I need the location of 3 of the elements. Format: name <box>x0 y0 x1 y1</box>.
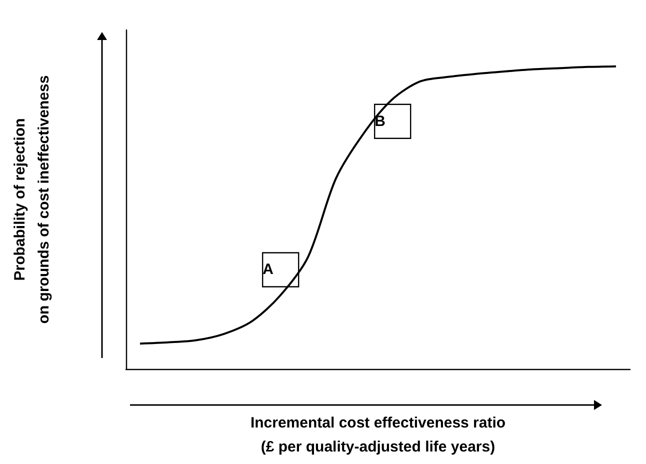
annotation: A <box>262 261 274 278</box>
x-axis-title: Incremental cost effectiveness ratio (£ per quality-adjusted life years) <box>250 414 506 456</box>
y-axis-title: Probability of rejection on grounds of cost ineffectiveness <box>12 75 52 324</box>
